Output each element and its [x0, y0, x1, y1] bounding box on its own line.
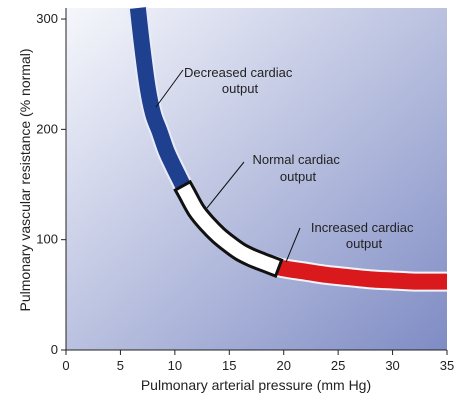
y-ticks-group: 0 100 200 300	[36, 11, 66, 357]
y-axis-label: Pulmonary vascular resistance (% normal)	[17, 49, 33, 312]
y-tick-label: 200	[36, 121, 58, 136]
x-tick-label: 15	[222, 358, 236, 373]
x-tick-label: 35	[440, 358, 454, 373]
x-axis-label: Pulmonary arterial pressure (mm Hg)	[141, 377, 371, 393]
x-tick-label: 0	[62, 358, 69, 373]
x-tick-label: 20	[276, 358, 290, 373]
y-tick-label: 0	[51, 342, 58, 357]
plot-background	[66, 8, 447, 350]
y-tick-label: 300	[36, 11, 58, 26]
x-tick-label: 10	[168, 358, 182, 373]
x-tick-label: 5	[117, 358, 124, 373]
y-tick-label: 100	[36, 232, 58, 247]
x-ticks-group: 0 5 10 15 20 25 30 35	[62, 350, 454, 373]
x-tick-label: 25	[331, 358, 345, 373]
x-tick-label: 30	[385, 358, 399, 373]
